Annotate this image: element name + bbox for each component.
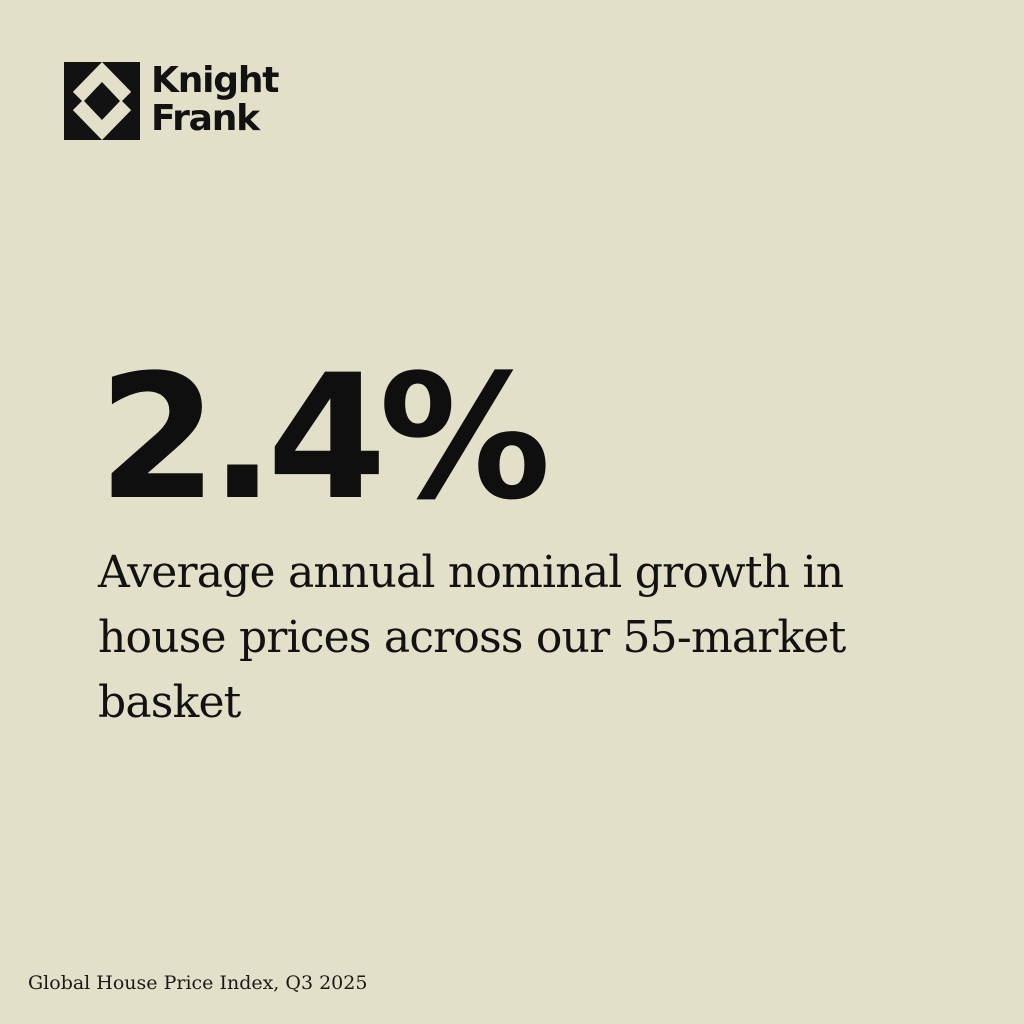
knight-frank-logo-icon — [64, 62, 140, 140]
brand-name-line1: Knight — [151, 62, 278, 100]
source-note: Global House Price Index, Q3 2025 — [28, 970, 367, 996]
brand-logo: Knight Frank — [64, 62, 278, 140]
headline-stat: 2.4% — [98, 352, 543, 524]
brand-name-line2: Frank — [151, 100, 278, 138]
brand-wordmark: Knight Frank — [151, 62, 278, 138]
stat-caption: Average annual nominal growth in house p… — [98, 540, 958, 735]
